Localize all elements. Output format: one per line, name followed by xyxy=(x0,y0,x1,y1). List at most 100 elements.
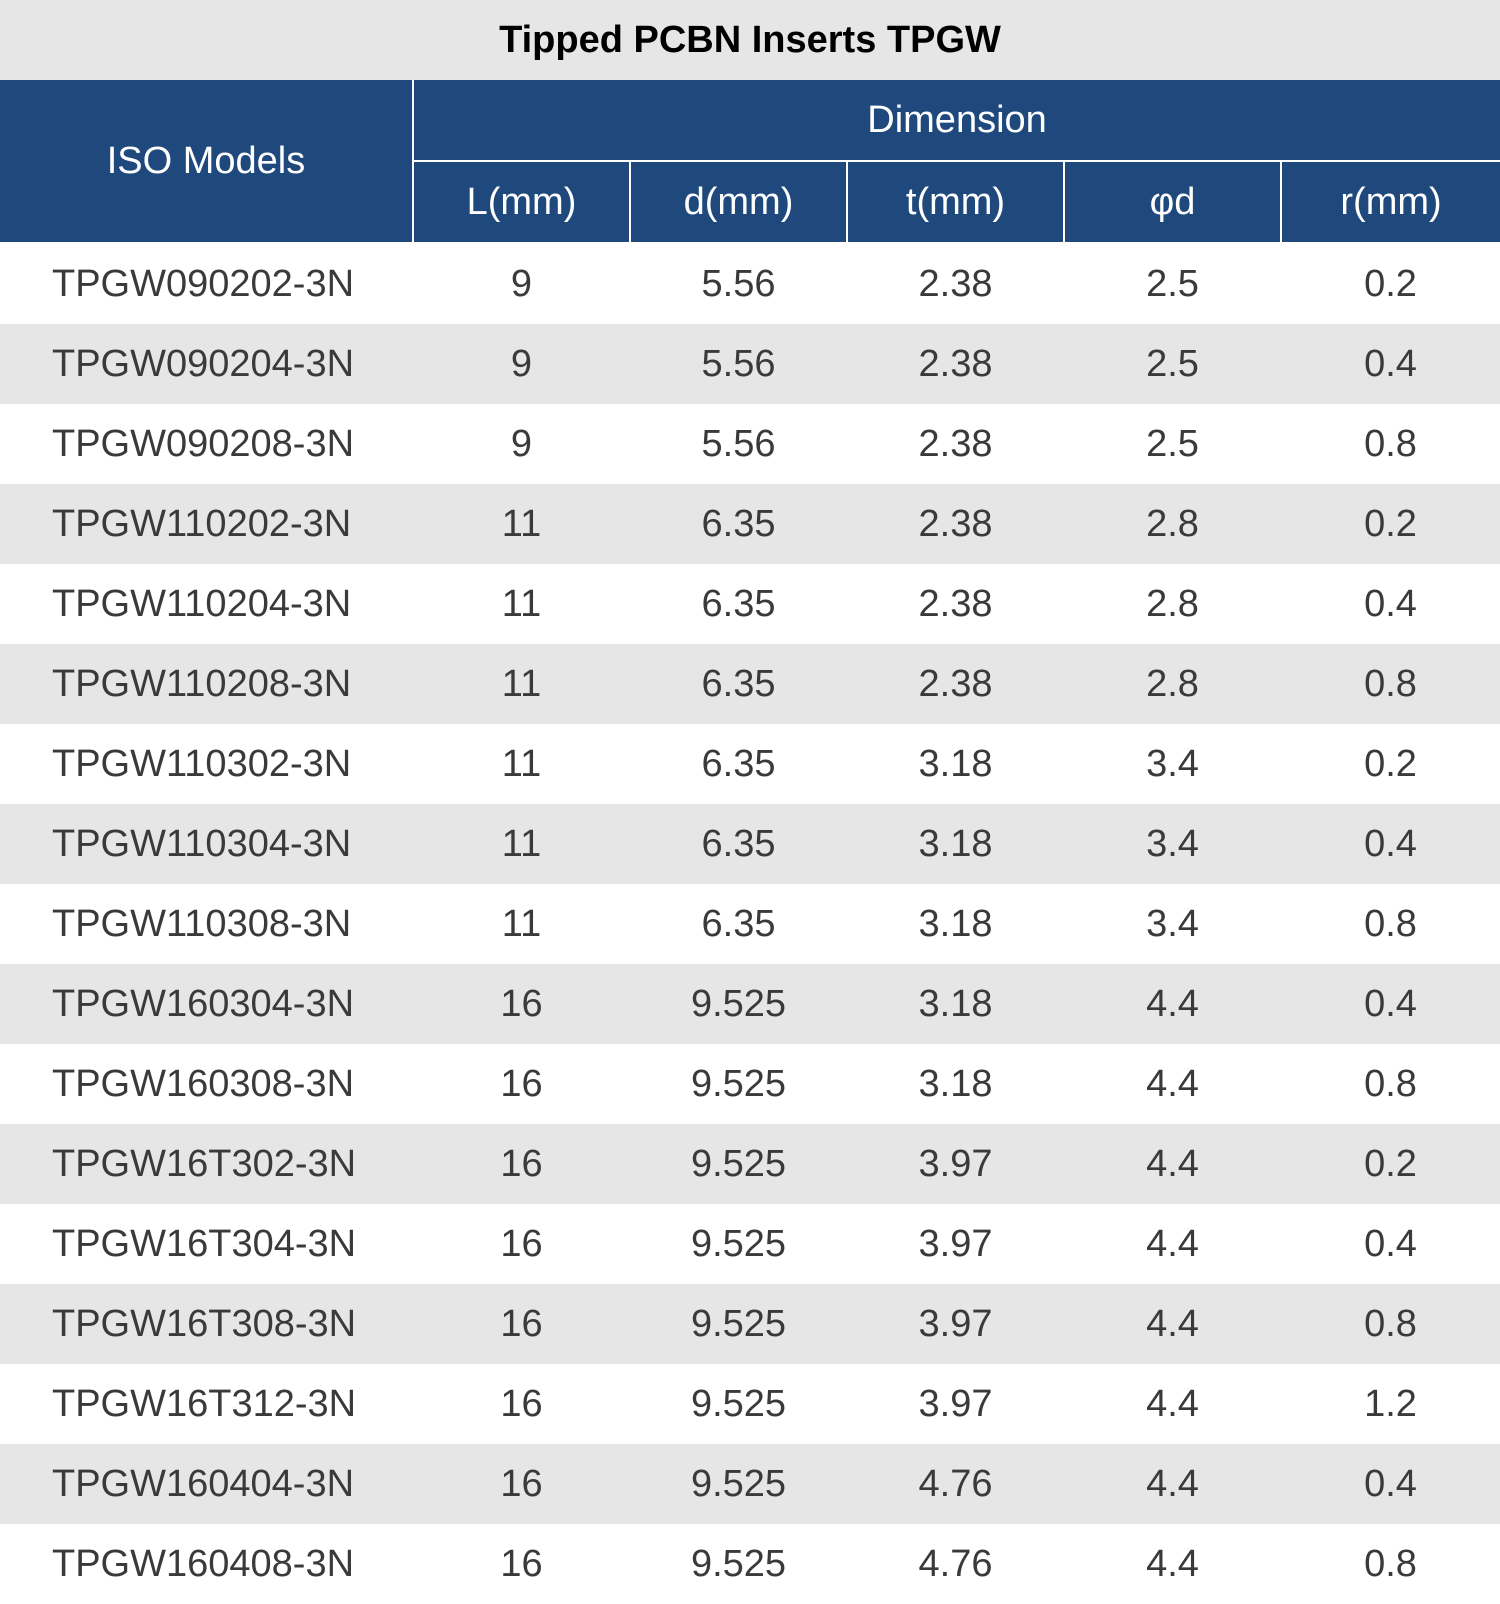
cell-model: TPGW160408-3N xyxy=(0,1524,413,1604)
table-row: TPGW16T302-3N 16 9.525 3.97 4.4 0.2 xyxy=(0,1124,1500,1204)
cell-phid: 4.4 xyxy=(1064,1204,1281,1284)
cell-phid: 2.5 xyxy=(1064,404,1281,484)
table-row: TPGW160404-3N 16 9.525 4.76 4.4 0.4 xyxy=(0,1444,1500,1524)
cell-t: 2.38 xyxy=(847,324,1064,404)
cell-l: 9 xyxy=(413,404,630,484)
cell-l: 16 xyxy=(413,1364,630,1444)
cell-model: TPGW16T304-3N xyxy=(0,1204,413,1284)
cell-d: 9.525 xyxy=(630,1364,847,1444)
cell-r: 0.8 xyxy=(1281,1524,1500,1604)
cell-l: 9 xyxy=(413,243,630,324)
cell-l: 11 xyxy=(413,804,630,884)
cell-l: 9 xyxy=(413,324,630,404)
cell-model: TPGW160404-3N xyxy=(0,1444,413,1524)
cell-l: 11 xyxy=(413,724,630,804)
cell-model: TPGW110204-3N xyxy=(0,564,413,644)
cell-model: TPGW090208-3N xyxy=(0,404,413,484)
cell-t: 2.38 xyxy=(847,404,1064,484)
cell-r: 0.4 xyxy=(1281,1444,1500,1524)
table-row: TPGW110308-3N 11 6.35 3.18 3.4 0.8 xyxy=(0,884,1500,964)
cell-model: TPGW110202-3N xyxy=(0,484,413,564)
cell-t: 3.18 xyxy=(847,884,1064,964)
cell-model: TPGW16T302-3N xyxy=(0,1124,413,1204)
cell-t: 4.76 xyxy=(847,1524,1064,1604)
cell-d: 5.56 xyxy=(630,404,847,484)
cell-d: 5.56 xyxy=(630,324,847,404)
cell-l: 11 xyxy=(413,484,630,564)
cell-d: 9.525 xyxy=(630,1444,847,1524)
cell-t: 2.38 xyxy=(847,644,1064,724)
cell-l: 16 xyxy=(413,1124,630,1204)
cell-r: 0.4 xyxy=(1281,804,1500,884)
header-iso-models: ISO Models xyxy=(0,80,413,244)
cell-t: 2.38 xyxy=(847,243,1064,324)
cell-t: 4.76 xyxy=(847,1444,1064,1524)
table-row: TPGW110202-3N 11 6.35 2.38 2.8 0.2 xyxy=(0,484,1500,564)
cell-d: 9.525 xyxy=(630,1284,847,1364)
cell-d: 9.525 xyxy=(630,1524,847,1604)
cell-model: TPGW16T312-3N xyxy=(0,1364,413,1444)
cell-l: 11 xyxy=(413,564,630,644)
table-header: ISO Models Dimension L(mm) d(mm) t(mm) φ… xyxy=(0,80,1500,244)
cell-phid: 2.8 xyxy=(1064,644,1281,724)
cell-phid: 4.4 xyxy=(1064,1124,1281,1204)
cell-l: 16 xyxy=(413,964,630,1044)
cell-r: 0.8 xyxy=(1281,644,1500,724)
cell-d: 6.35 xyxy=(630,724,847,804)
cell-l: 16 xyxy=(413,1044,630,1124)
cell-d: 6.35 xyxy=(630,804,847,884)
table-row: TPGW160304-3N 16 9.525 3.18 4.4 0.4 xyxy=(0,964,1500,1044)
cell-d: 9.525 xyxy=(630,1204,847,1284)
cell-d: 6.35 xyxy=(630,564,847,644)
header-r: r(mm) xyxy=(1279,161,1500,244)
table-row: TPGW16T312-3N 16 9.525 3.97 4.4 1.2 xyxy=(0,1364,1500,1444)
table-row: TPGW110304-3N 11 6.35 3.18 3.4 0.4 xyxy=(0,804,1500,884)
table-row: TPGW110208-3N 11 6.35 2.38 2.8 0.8 xyxy=(0,644,1500,724)
header-dimension: Dimension xyxy=(411,80,1500,162)
cell-r: 0.4 xyxy=(1281,964,1500,1044)
cell-r: 0.4 xyxy=(1281,324,1500,404)
cell-r: 0.8 xyxy=(1281,1284,1500,1364)
table-title: Tipped PCBN Inserts TPGW xyxy=(0,0,1500,80)
cell-model: TPGW110208-3N xyxy=(0,644,413,724)
cell-r: 0.2 xyxy=(1281,1124,1500,1204)
cell-d: 9.525 xyxy=(630,1044,847,1124)
cell-phid: 4.4 xyxy=(1064,1444,1281,1524)
cell-d: 9.525 xyxy=(630,964,847,1044)
table-row: TPGW110204-3N 11 6.35 2.38 2.8 0.4 xyxy=(0,564,1500,644)
cell-t: 3.18 xyxy=(847,724,1064,804)
cell-phid: 4.4 xyxy=(1064,1284,1281,1364)
cell-t: 3.97 xyxy=(847,1364,1064,1444)
cell-t: 3.97 xyxy=(847,1124,1064,1204)
cell-r: 0.8 xyxy=(1281,1044,1500,1124)
cell-r: 0.8 xyxy=(1281,884,1500,964)
cell-phid: 2.5 xyxy=(1064,324,1281,404)
cell-model: TPGW16T308-3N xyxy=(0,1284,413,1364)
cell-r: 0.4 xyxy=(1281,564,1500,644)
table-row: TPGW160308-3N 16 9.525 3.18 4.4 0.8 xyxy=(0,1044,1500,1124)
table-row: TPGW16T304-3N 16 9.525 3.97 4.4 0.4 xyxy=(0,1204,1500,1284)
cell-t: 3.18 xyxy=(847,804,1064,884)
cell-model: TPGW160304-3N xyxy=(0,964,413,1044)
cell-phid: 2.5 xyxy=(1064,243,1281,324)
cell-r: 0.4 xyxy=(1281,1204,1500,1284)
header-t: t(mm) xyxy=(846,161,1064,244)
cell-l: 16 xyxy=(413,1204,630,1284)
table-row: TPGW090202-3N 9 5.56 2.38 2.5 0.2 xyxy=(0,243,1500,324)
cell-phid: 4.4 xyxy=(1064,1524,1281,1604)
cell-phid: 4.4 xyxy=(1064,1364,1281,1444)
table-row: TPGW160408-3N 16 9.525 4.76 4.4 0.8 xyxy=(0,1524,1500,1604)
cell-phid: 2.8 xyxy=(1064,564,1281,644)
table-row: TPGW110302-3N 11 6.35 3.18 3.4 0.2 xyxy=(0,724,1500,804)
cell-d: 9.525 xyxy=(630,1124,847,1204)
cell-model: TPGW110302-3N xyxy=(0,724,413,804)
table-row: TPGW090208-3N 9 5.56 2.38 2.5 0.8 xyxy=(0,404,1500,484)
cell-phid: 4.4 xyxy=(1064,1044,1281,1124)
cell-model: TPGW090204-3N xyxy=(0,324,413,404)
cell-r: 0.2 xyxy=(1281,484,1500,564)
cell-r: 1.2 xyxy=(1281,1364,1500,1444)
cell-t: 2.38 xyxy=(847,484,1064,564)
cell-model: TPGW160308-3N xyxy=(0,1044,413,1124)
cell-d: 6.35 xyxy=(630,484,847,564)
header-l: L(mm) xyxy=(412,161,630,244)
